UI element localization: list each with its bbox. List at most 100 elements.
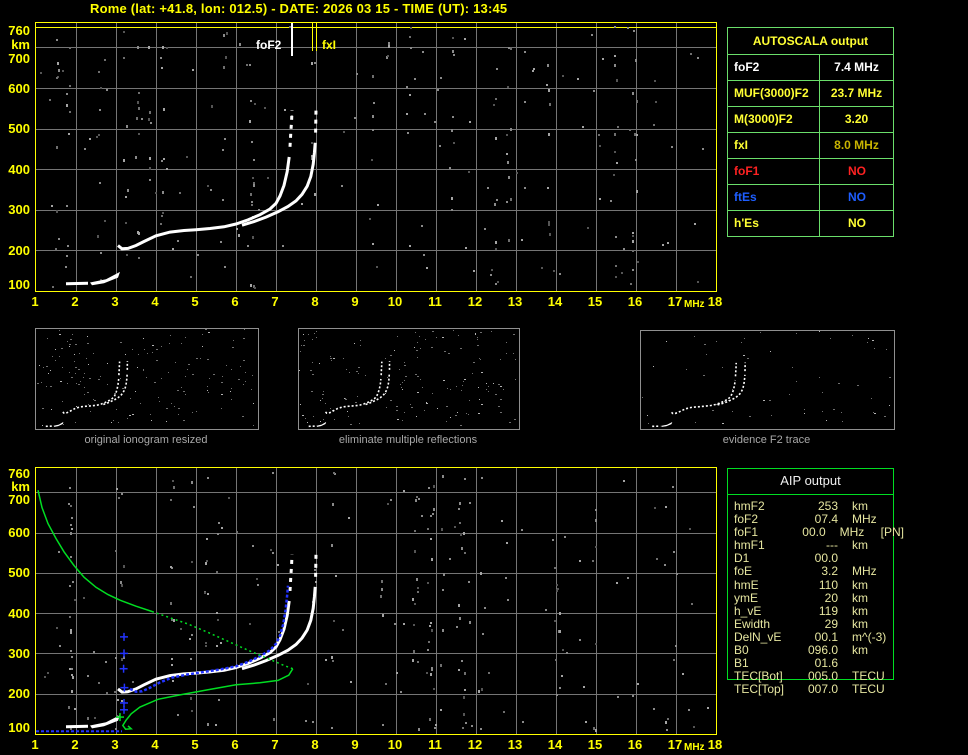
noise-dot [458,604,460,607]
noise-dot [96,136,98,138]
noise-dot [397,419,399,420]
noise-dot [510,128,512,131]
noise-dot [67,341,68,342]
noise-dot [222,376,223,377]
noise-dot [481,688,483,691]
noise-dot [426,402,427,403]
noise-dot [614,64,616,67]
noise-dot [75,367,77,368]
noise-dot [509,422,511,423]
noise-dot [71,674,73,676]
x-axis-unit: MHz [684,299,705,310]
noise-dot [426,672,428,674]
noise-dot [228,497,230,499]
noise-dot [420,379,421,380]
noise-dot [59,645,61,647]
aip-table-row: TEC[Bot] 005.0 TECU [728,670,904,683]
noise-dot [106,692,108,694]
noise-dot [50,370,51,371]
noise-dot [190,658,192,660]
noise-dot [690,53,692,55]
noise-dot [385,683,387,685]
noise-dot [171,567,173,569]
noise-dot [87,336,88,337]
noise-dot [135,391,136,392]
noise-dot [78,384,80,385]
noise-dot [414,550,416,553]
noise-dot [183,391,185,392]
aip-row-label: hmF1 [734,538,765,553]
noise-dot [138,232,140,235]
gridline-horizontal [36,653,716,655]
noise-dot [382,614,384,617]
noise-dot [70,629,72,632]
F2-ordinary-trace [62,378,120,415]
noise-dot [440,77,442,79]
noise-dot [74,708,76,710]
gridline-vertical [76,23,77,291]
noise-dot [493,104,495,106]
noise-dot [232,347,234,348]
noise-dot [332,503,334,506]
noise-dot [273,718,275,721]
noise-dot [120,378,121,379]
noise-dot [465,247,467,249]
noise-dot [251,389,252,390]
noise-dot [500,386,502,387]
noise-dot [209,378,210,379]
x-axis-tick-label: 5 [191,737,199,752]
noise-dot [454,526,456,528]
noise-dot [172,680,174,682]
noise-dot [642,397,643,398]
noise-dot [148,118,150,121]
noise-dot [174,406,175,407]
noise-dot [741,342,742,343]
aip-row-label: h_vE [734,603,762,618]
noise-dot [749,416,751,417]
noise-dot [114,393,116,394]
noise-dot [69,372,70,373]
noise-dot [480,332,482,333]
noise-dot [477,339,478,340]
noise-dot [506,542,508,544]
x-axis-tick-label: 18 [707,294,723,309]
noise-dot [205,329,207,330]
noise-dot [465,722,467,724]
noise-dot [533,68,535,70]
aip-row-value: 253 [817,499,838,513]
noise-dot [132,681,134,683]
noise-dot [431,669,433,671]
x-axis-tick-label: 14 [547,737,563,752]
noise-dot [196,411,197,412]
noise-dot [204,592,206,594]
noise-dot [376,266,378,268]
noise-dot [160,223,162,225]
noise-dot [452,50,454,53]
noise-dot [632,695,634,697]
noise-dot [402,382,403,383]
noise-dot [177,714,179,716]
noise-dot [582,126,584,128]
noise-dot [482,633,484,635]
noise-dot [127,189,129,192]
noise-dot [629,129,631,131]
gridline-vertical [556,23,557,291]
noise-dot [396,410,398,411]
noise-dot [170,602,172,605]
noise-dot [240,366,241,367]
noise-dot [441,528,443,531]
noise-dot [118,422,119,423]
noise-dot [636,190,638,193]
aip-row-value: 01.6 [814,656,838,671]
noise-dot [477,337,478,338]
noise-dot [521,239,523,241]
noise-dot [653,708,655,710]
noise-dot [213,374,215,375]
noise-dot [404,380,405,381]
noise-dot [311,142,313,144]
F2-extraordinary-trace [717,374,746,406]
gridline-vertical [476,468,477,734]
noise-dot [115,728,117,730]
x-axis-tick-label: 16 [627,737,643,752]
noise-dot [254,103,256,105]
